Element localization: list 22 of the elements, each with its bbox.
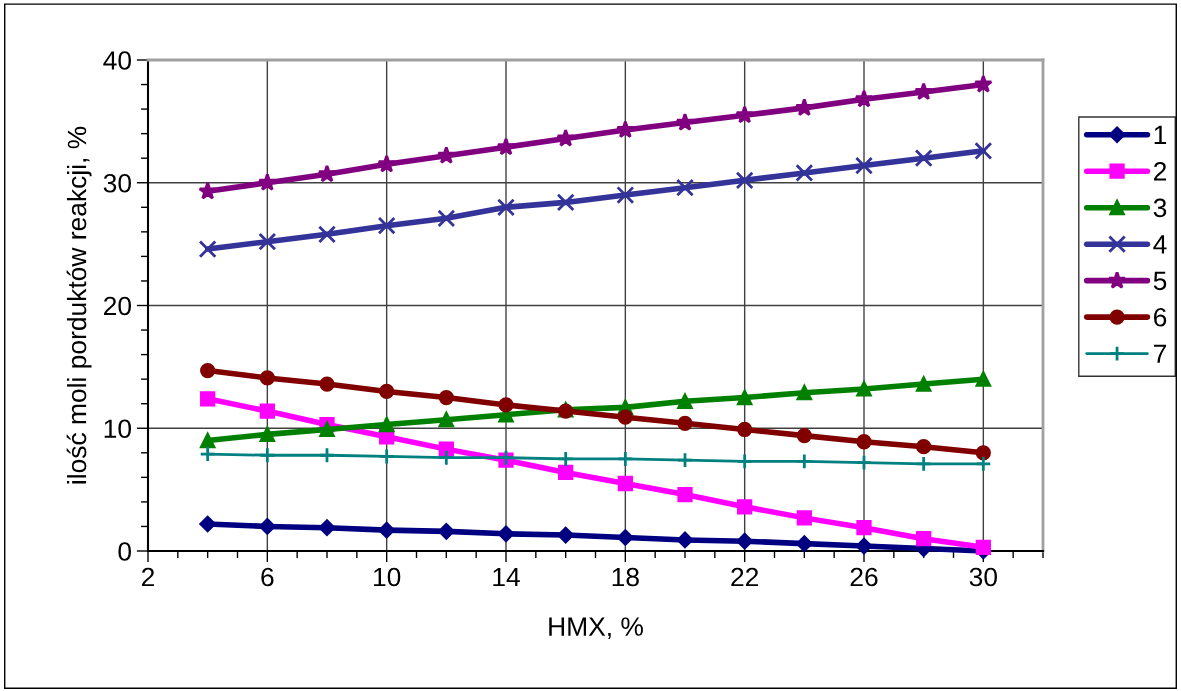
x-tick-label: 14 [493,567,520,587]
y-tick-label: 30 [103,173,131,193]
x-tick-label: 6 [261,567,274,587]
x-tick-label: 26 [850,567,878,587]
y-tick-label: 20 [104,296,131,316]
x-tick-label: 2 [141,567,155,587]
x-axis-title: HMX, % [549,617,643,640]
legend-label: 2 [1154,162,1167,181]
x-tick-label: 30 [969,567,997,587]
y-tick-label: 40 [103,51,131,70]
legend-label: 6 [1154,307,1167,327]
legend-label: 3 [1153,198,1167,218]
legend-label: 5 [1153,271,1167,291]
x-tick-label: 18 [612,567,639,587]
y-tick-label: 10 [104,419,131,439]
x-tick-label: 22 [731,567,759,587]
legend-label: 7 [1154,344,1167,363]
legend-label: 1 [1154,125,1167,144]
y-tick-label: 0 [118,542,131,561]
x-tick-label: 10 [374,567,401,587]
legend-label: 4 [1153,235,1167,254]
y-axis-title: ilość moli porduktów reakcji, % [66,126,92,484]
